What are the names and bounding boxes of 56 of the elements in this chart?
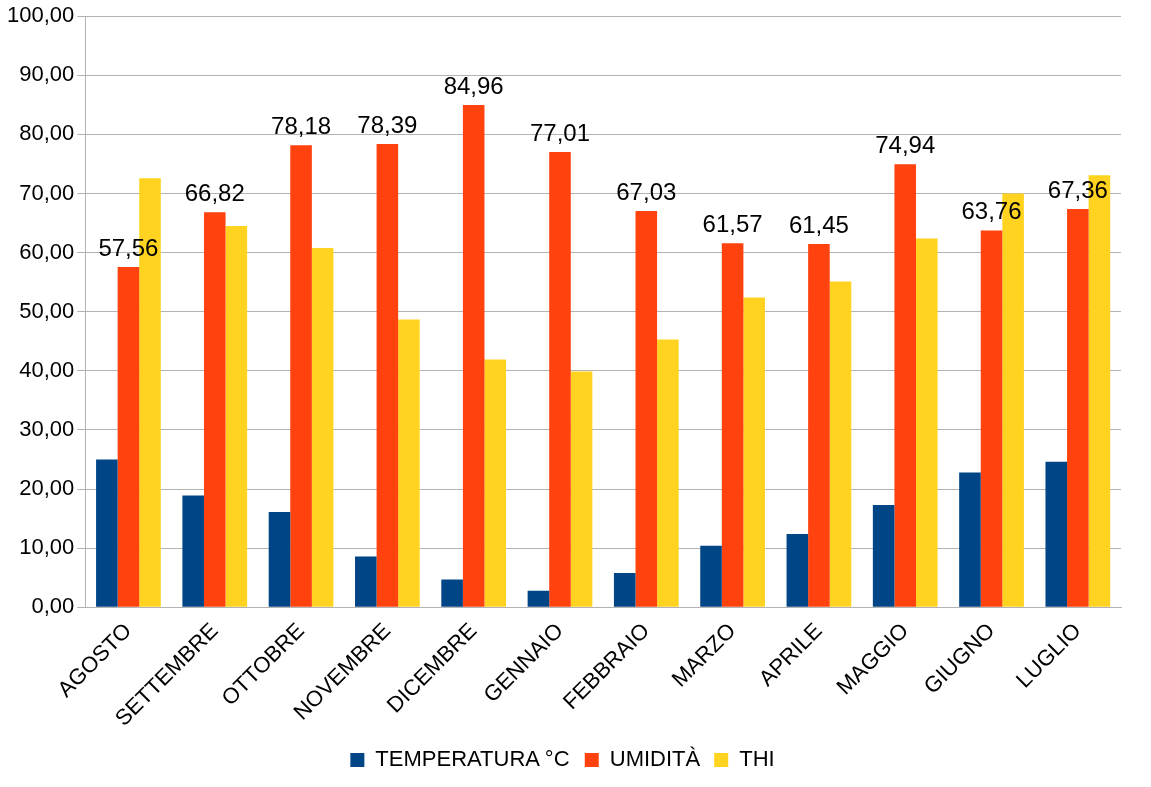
bar — [355, 556, 377, 607]
y-tick-label: 40,00 — [19, 356, 75, 382]
bar — [225, 226, 248, 607]
bar — [743, 297, 765, 607]
bar — [117, 267, 140, 607]
bar — [203, 212, 226, 607]
bar — [182, 495, 204, 607]
bar — [398, 319, 420, 607]
y-tick-label: 10,00 — [19, 534, 75, 560]
bar — [441, 579, 463, 607]
y-tick-label: 90,00 — [19, 61, 75, 87]
y-tick-label: 60,00 — [19, 238, 75, 264]
bar — [980, 230, 1003, 607]
bar — [808, 244, 830, 607]
data-label: 66,82 — [184, 178, 245, 206]
data-label: 61,57 — [702, 209, 763, 237]
data-label: 67,03 — [616, 177, 677, 205]
bar — [959, 472, 981, 607]
data-label: 77,01 — [529, 118, 591, 146]
legend-label: UMIDITÀ — [609, 746, 701, 772]
bar — [1045, 461, 1068, 607]
bar — [96, 459, 118, 607]
bar — [527, 590, 550, 607]
data-label: 84,96 — [443, 71, 504, 99]
y-tick-label: 30,00 — [19, 416, 75, 441]
data-label: 78,18 — [271, 111, 332, 139]
data-label: 74,94 — [875, 130, 936, 158]
y-tick-label: 0,00 — [31, 593, 75, 619]
y-tick-label: 70,00 — [19, 179, 75, 205]
bar — [786, 533, 809, 607]
y-tick-label: 50,00 — [19, 297, 75, 323]
bar — [721, 243, 744, 607]
bar — [635, 211, 658, 607]
bar — [872, 505, 895, 607]
bar — [1067, 209, 1089, 607]
bar — [894, 164, 917, 607]
y-tick-label: 100,00 — [6, 2, 75, 28]
bar — [549, 152, 571, 607]
bar — [613, 572, 636, 607]
bar — [700, 545, 722, 607]
data-label: 61,45 — [788, 210, 849, 238]
y-tick-label: 80,00 — [19, 120, 75, 146]
data-label: 78,39 — [357, 110, 418, 138]
bar — [570, 371, 593, 607]
bar — [290, 145, 312, 607]
bar — [484, 359, 507, 607]
bar — [376, 143, 399, 607]
bar — [829, 281, 852, 607]
legend-label: THI — [739, 746, 775, 772]
y-tick-label: 20,00 — [19, 475, 75, 501]
legend-label: TEMPERATURA °C — [375, 746, 570, 772]
bar — [311, 247, 334, 607]
bar — [657, 339, 679, 607]
bar — [916, 238, 938, 607]
bar — [268, 512, 291, 607]
bar — [462, 105, 485, 607]
